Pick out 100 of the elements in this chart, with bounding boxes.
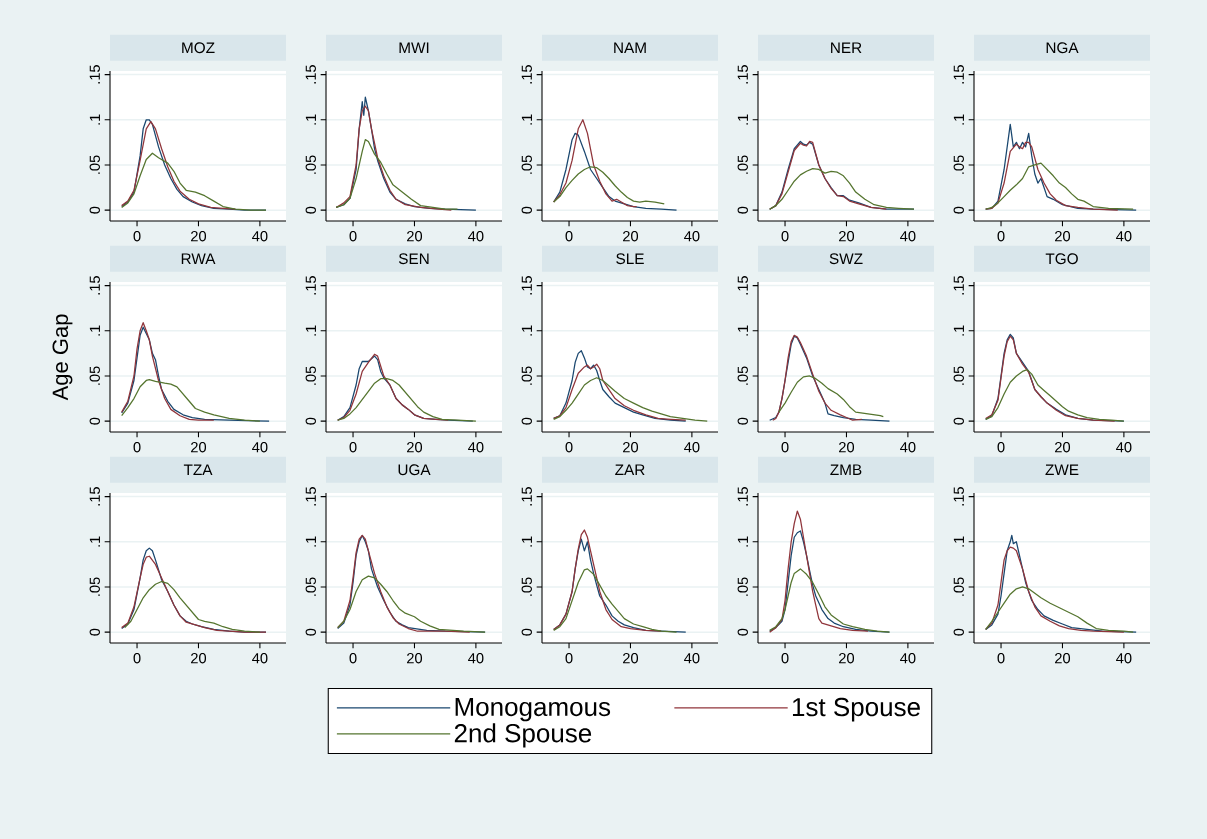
x-tick-label: 20	[839, 231, 855, 242]
y-tick-label: .05	[737, 155, 748, 174]
line-series	[769, 167, 915, 210]
y-tick-label: .05	[305, 577, 316, 596]
line-series	[553, 363, 687, 421]
chart-title: NAM	[614, 42, 646, 53]
y-tick-label: 0	[521, 417, 532, 425]
x-tick-label: 40	[252, 231, 268, 242]
y-tick-label: 0	[89, 417, 100, 425]
line-series	[335, 139, 459, 210]
chart-title: TGO	[1045, 253, 1078, 265]
y-tick-label: .05	[305, 155, 316, 174]
x-tick-label: 40	[1116, 231, 1132, 242]
x-tick-label: 40	[684, 231, 700, 242]
y-tick-label: .15	[737, 276, 748, 295]
x-tick-label: 20	[407, 653, 423, 664]
chart-title: SLE	[616, 253, 644, 265]
line-series	[778, 375, 884, 418]
x-tick-label: 0	[133, 231, 141, 242]
x-tick-label: 0	[565, 653, 573, 664]
chart-title: NGA	[1046, 42, 1079, 54]
chart-title: MOZ	[182, 42, 215, 54]
y-tick-label: .1	[89, 536, 100, 547]
line-series	[121, 322, 215, 421]
line-series	[121, 120, 236, 210]
y-tick-label: .1	[521, 114, 532, 125]
line-series	[985, 534, 1137, 633]
y-tick-label: 0	[521, 628, 532, 636]
chart-title: RWA	[181, 253, 216, 264]
y-tick-label: 0	[305, 628, 316, 636]
y-tick-label: 0	[521, 206, 532, 214]
x-tick-label: 0	[997, 653, 1005, 664]
line-series	[337, 353, 449, 421]
x-tick-label: 40	[468, 442, 484, 453]
y-tick-label: .1	[305, 114, 316, 125]
y-tick-label: 0	[305, 206, 316, 214]
y-tick-label: .1	[521, 536, 532, 547]
line-series	[985, 369, 1125, 422]
x-tick-label: 20	[407, 442, 423, 453]
x-tick-label: 0	[565, 231, 573, 242]
x-tick-label: 40	[900, 653, 916, 664]
y-tick-label: .05	[737, 366, 748, 385]
y-tick-label: .15	[305, 276, 316, 295]
x-tick-label: 40	[1116, 653, 1132, 664]
x-tick-label: 20	[839, 442, 855, 453]
y-tick-label: 0	[953, 206, 964, 214]
x-tick-label: 40	[900, 231, 916, 242]
chart-title: ZMB	[830, 464, 862, 475]
x-tick-label: 40	[468, 231, 484, 242]
x-tick-label: 0	[133, 653, 141, 664]
x-tick-label: 0	[781, 231, 789, 242]
y-tick-label: 0	[305, 417, 316, 425]
y-tick-label: .15	[305, 487, 316, 506]
line-series	[553, 166, 665, 205]
y-tick-label: .15	[305, 65, 316, 84]
chart-title: TZA	[183, 464, 213, 475]
y-tick-label: .1	[305, 325, 316, 336]
y-tick-label: 0	[737, 417, 748, 425]
x-tick-label: 20	[191, 442, 207, 453]
chart-title: ZAR	[615, 464, 645, 475]
y-tick-label: .15	[737, 65, 748, 84]
line-series	[772, 334, 863, 421]
x-tick-label: 0	[781, 442, 789, 453]
line-series	[553, 132, 678, 211]
x-tick-label: 40	[468, 653, 484, 664]
x-tick-label: 40	[252, 442, 268, 453]
y-tick-label: .05	[521, 577, 532, 596]
y-tick-label: .1	[521, 325, 532, 336]
y-tick-label: .1	[953, 536, 964, 547]
y-tick-label: .1	[737, 114, 748, 125]
line-series	[553, 529, 662, 632]
x-tick-label: 40	[252, 653, 268, 664]
x-tick-label: 40	[684, 653, 700, 664]
x-tick-label: 0	[133, 442, 141, 453]
y-tick-label: .05	[305, 366, 316, 385]
y-tick-label: 0	[89, 206, 100, 214]
legend-label: Monogamous	[455, 698, 611, 722]
x-tick-label: 0	[349, 442, 357, 453]
y-tick-label: .05	[737, 577, 748, 596]
chart-title: UGA	[398, 464, 431, 476]
x-tick-label: 0	[565, 442, 573, 453]
x-tick-label: 20	[1055, 653, 1071, 664]
line-series	[121, 152, 267, 211]
y-tick-label: 0	[953, 417, 964, 425]
y-tick-label: .15	[521, 276, 532, 295]
x-tick-label: 20	[191, 653, 207, 664]
y-tick-label: .15	[521, 487, 532, 506]
x-tick-label: 0	[997, 442, 1005, 453]
line-series	[769, 510, 869, 633]
legend-label: 1st Spouse	[792, 697, 920, 722]
y-tick-label: .1	[89, 114, 100, 125]
y-tick-label: .15	[953, 276, 964, 295]
y-tick-label: .05	[89, 366, 100, 385]
line-series	[335, 105, 452, 211]
legend-label: 2nd Spouse	[454, 723, 592, 748]
y-tick-label: .15	[953, 487, 964, 506]
line-series	[985, 141, 1119, 211]
y-axis-title: Age Gap	[52, 314, 73, 401]
line-series	[769, 568, 891, 633]
y-tick-label: .1	[89, 325, 100, 336]
